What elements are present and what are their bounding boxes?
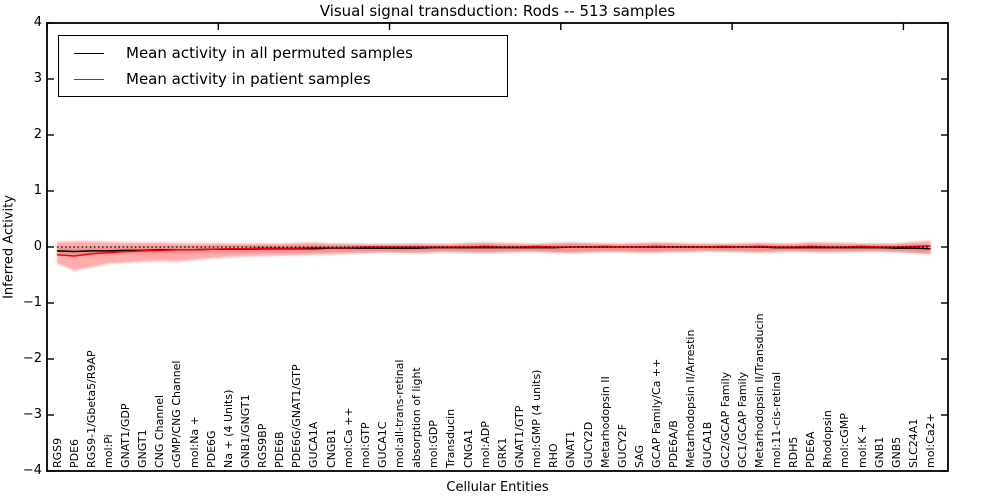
- x-entity-label: PDE6G: [204, 430, 218, 468]
- x-entity-label: RGS9-1/Gbeta5/R9AP: [84, 350, 98, 468]
- x-entity-label: RDH5: [787, 436, 800, 468]
- x-entity-label: cGMP/CNG Channel: [170, 360, 184, 469]
- y-tick-label: 3: [33, 71, 42, 86]
- y-tick-label: −2: [22, 351, 42, 366]
- x-entity-label: PDE6A/B: [667, 420, 681, 468]
- x-entity-label: mol:K +: [855, 423, 869, 468]
- x-entity-label: CNGA1: [461, 429, 475, 468]
- y-tick-label: 0: [33, 239, 42, 254]
- x-entity-label: GNB1/GNGT1: [238, 394, 252, 468]
- x-entity-label: GNAT1/GTP: [512, 405, 526, 468]
- x-entity-label: RGS9BP: [256, 423, 269, 468]
- chart-title: Visual signal transduction: Rods -- 513 …: [319, 2, 676, 20]
- x-entity-label: PDE6B: [273, 431, 287, 468]
- x-entity-label: GUCY2D: [581, 421, 595, 468]
- x-entity-label: GNAT1/GDP: [119, 403, 132, 468]
- x-entity-label: GRK1: [495, 437, 509, 468]
- x-entity-label: RHO: [547, 443, 561, 468]
- x-entity-label: GNGT1: [136, 429, 150, 468]
- x-entity-label: mol:all-trans-retinal: [393, 359, 406, 468]
- x-entity-label: Metarhodopsin II/Transducin: [752, 313, 766, 468]
- x-entity-label: mol:Ca2+: [924, 413, 937, 468]
- x-entity-label: PDE6A: [804, 431, 818, 468]
- x-entity-label: mol:Ca ++: [341, 407, 355, 468]
- x-entity-label: PDE6: [67, 438, 81, 468]
- legend-label: Mean activity in all permuted samples: [126, 44, 413, 62]
- x-entity-label: GNB5: [889, 436, 903, 468]
- x-entity-label: GUCY2F: [615, 423, 629, 468]
- x-entity-label: SLC24A1: [906, 418, 920, 468]
- x-entity-label: Metarhodopsin II/Arrestin: [684, 329, 698, 468]
- x-entity-label: mol:GTP: [358, 422, 372, 468]
- x-entity-label: mol:cGMP: [838, 413, 852, 468]
- x-entity-label: GUCA1C: [375, 421, 389, 468]
- x-entity-label: GUCA1A: [307, 421, 321, 468]
- y-tick-label: 2: [33, 127, 42, 142]
- x-entity-label: mol:GDP: [427, 420, 441, 468]
- x-entity-label: RGS9: [50, 437, 64, 468]
- x-entity-label: mol:11-cis-retinal: [769, 371, 783, 468]
- x-entity-label: GUCA1B: [701, 421, 715, 468]
- x-entity-label: Transducin: [444, 408, 458, 468]
- y-tick-label: −3: [22, 407, 42, 422]
- x-entity-label: Metarhodopsin II: [598, 376, 612, 468]
- x-entity-label: absorption of light: [410, 367, 424, 468]
- x-entity-label: CNG Channel: [153, 394, 167, 468]
- legend-item-patient: Mean activity in patient samples: [74, 70, 507, 88]
- x-entity-label: mol:Pi: [101, 434, 115, 468]
- legend: Mean activity in all permuted samples Me…: [58, 35, 508, 97]
- patient-line-sample-icon: [74, 78, 104, 80]
- x-entity-label: mol:ADP: [478, 421, 492, 468]
- x-entity-label: GNB1: [872, 436, 886, 468]
- x-entity-label: GC2/GCAP Family: [718, 371, 732, 468]
- x-entity-label: SAG: [632, 444, 646, 468]
- y-tick-label: 1: [33, 183, 42, 198]
- x-entity-label: GNAT1: [564, 430, 578, 468]
- x-entity-label: Na + (4 Units): [221, 389, 235, 468]
- x-entity-label: GC1/GCAP Family: [735, 371, 749, 468]
- x-axis-label: Cellular Entities: [446, 480, 549, 495]
- x-entity-label: CNGB1: [324, 429, 338, 468]
- y-tick-label: 4: [33, 15, 42, 30]
- y-tick-label: −4: [22, 463, 42, 478]
- x-entity-label: Rhodopsin: [821, 410, 835, 468]
- y-tick-label: −1: [22, 295, 42, 310]
- patient-mean-line: [56, 245, 931, 257]
- legend-label: Mean activity in patient samples: [126, 70, 371, 88]
- permuted-line-sample-icon: [74, 52, 104, 54]
- x-entity-label: PDE6G/GNAT1/GTP: [290, 364, 304, 468]
- x-entity-label: mol:GMP (4 units): [530, 369, 544, 468]
- x-entity-label: GCAP Family/Ca ++: [650, 358, 663, 468]
- patient-band: [57, 240, 931, 271]
- x-entity-label: mol:Na +: [187, 416, 201, 468]
- legend-item-permuted: Mean activity in all permuted samples: [74, 44, 507, 62]
